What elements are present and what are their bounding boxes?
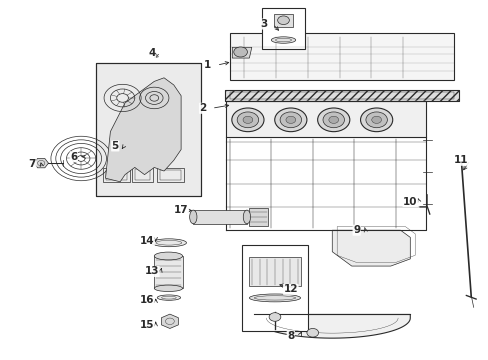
Polygon shape <box>254 315 409 338</box>
Text: 15: 15 <box>140 320 154 330</box>
Polygon shape <box>229 33 453 80</box>
Text: 9: 9 <box>352 225 360 235</box>
Bar <box>106 170 127 180</box>
Circle shape <box>371 116 381 123</box>
Text: 3: 3 <box>260 19 267 29</box>
Text: 14: 14 <box>140 236 154 246</box>
Text: 6: 6 <box>70 152 77 162</box>
Bar <box>193 210 246 224</box>
Bar <box>132 167 153 182</box>
Circle shape <box>306 328 318 337</box>
Bar <box>224 90 458 101</box>
Circle shape <box>285 116 295 123</box>
Circle shape <box>243 116 252 123</box>
Circle shape <box>317 108 349 132</box>
Bar <box>248 208 268 226</box>
Text: 4: 4 <box>148 48 155 58</box>
Polygon shape <box>161 314 178 328</box>
Bar <box>103 168 130 182</box>
Ellipse shape <box>249 294 300 302</box>
Circle shape <box>233 47 247 57</box>
Bar <box>273 14 293 27</box>
Circle shape <box>280 112 301 128</box>
Bar <box>154 256 182 288</box>
Bar <box>224 90 458 101</box>
Circle shape <box>268 313 280 321</box>
Bar <box>242 244 307 330</box>
Ellipse shape <box>154 285 182 292</box>
Text: 13: 13 <box>144 266 159 276</box>
Bar <box>96 63 200 196</box>
Text: 8: 8 <box>286 331 294 341</box>
Text: 11: 11 <box>453 155 468 165</box>
Ellipse shape <box>154 252 182 260</box>
Bar <box>135 169 150 180</box>
Text: 1: 1 <box>204 60 211 70</box>
Circle shape <box>274 108 306 132</box>
Circle shape <box>323 112 344 128</box>
Text: 5: 5 <box>111 141 119 151</box>
Circle shape <box>237 112 258 128</box>
Circle shape <box>360 108 392 132</box>
Ellipse shape <box>151 239 186 247</box>
Polygon shape <box>331 230 409 266</box>
Text: 17: 17 <box>173 206 188 216</box>
Ellipse shape <box>243 210 250 224</box>
Polygon shape <box>225 101 425 137</box>
Bar <box>157 168 183 182</box>
Text: 2: 2 <box>199 103 206 113</box>
Bar <box>261 8 305 49</box>
Bar <box>229 92 453 99</box>
Bar <box>96 63 200 196</box>
Circle shape <box>365 112 386 128</box>
Text: 7: 7 <box>29 159 36 169</box>
Polygon shape <box>105 78 181 182</box>
Text: 12: 12 <box>283 284 298 294</box>
Text: 16: 16 <box>140 295 154 305</box>
Bar <box>249 257 300 286</box>
Circle shape <box>231 108 264 132</box>
Text: 10: 10 <box>402 197 417 207</box>
Polygon shape <box>34 158 48 168</box>
Bar <box>159 170 180 180</box>
Ellipse shape <box>271 37 295 43</box>
Polygon shape <box>232 47 251 58</box>
Circle shape <box>277 16 289 24</box>
Ellipse shape <box>157 295 180 300</box>
Ellipse shape <box>189 210 197 224</box>
Circle shape <box>328 116 338 123</box>
